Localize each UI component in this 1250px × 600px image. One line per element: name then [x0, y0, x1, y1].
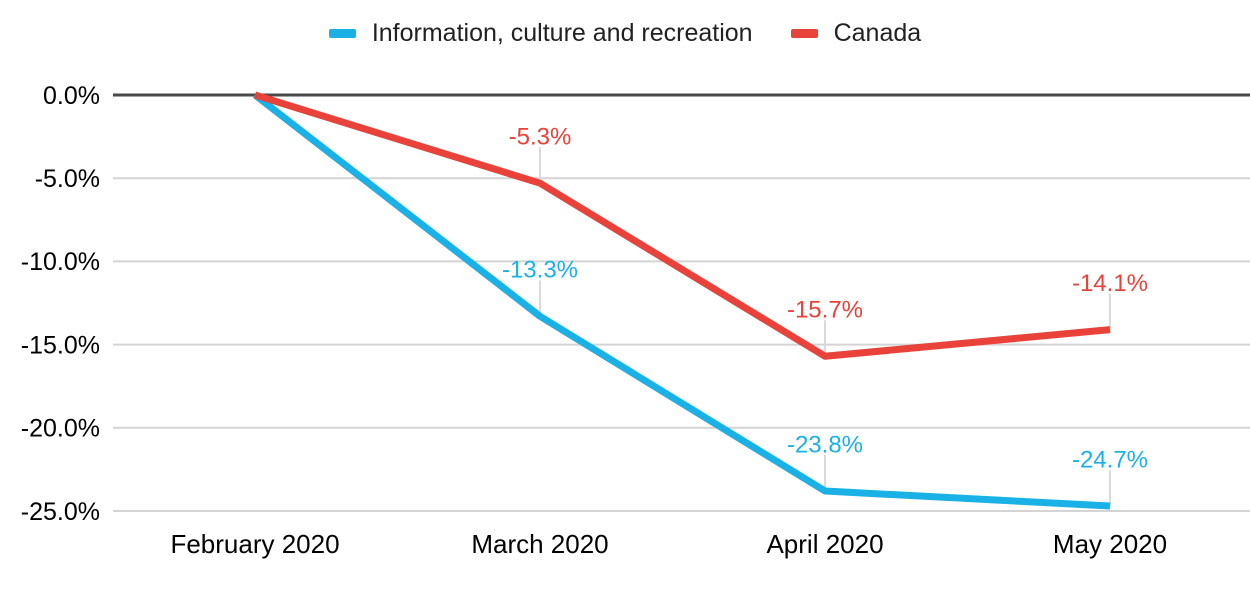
series-line-canada: [253, 91, 1111, 360]
legend-label-canada: Canada: [833, 19, 922, 47]
x-axis-label: February 2020: [170, 529, 339, 559]
y-tick-label: 0.0%: [43, 82, 100, 110]
y-tick-label: -5.0%: [35, 165, 100, 193]
chart-legend: Information, culture and recreation Cana…: [0, 16, 1250, 50]
y-tick-label: -15.0%: [21, 331, 100, 359]
data-point-label: -14.1%: [1072, 270, 1148, 297]
legend-item-canada: Canada: [790, 16, 922, 50]
data-point-label: -23.8%: [787, 431, 863, 458]
data-point-label: -15.7%: [787, 297, 863, 324]
x-axis-label: May 2020: [1053, 529, 1167, 559]
legend-swatch-canada-icon: [790, 28, 818, 38]
legend-item-information-culture-and-recreation: Information, culture and recreation: [328, 16, 753, 50]
data-point-label: -5.3%: [509, 124, 572, 151]
x-axis-label: March 2020: [471, 529, 608, 559]
data-point-label: -13.3%: [502, 257, 578, 284]
series-line-information-culture-and-recreation: [252, 92, 1111, 510]
legend-swatch-information-icon: [328, 28, 356, 38]
x-axis-label: April 2020: [766, 529, 883, 559]
legend-label-information: Information, culture and recreation: [371, 19, 753, 47]
data-point-label: -24.7%: [1072, 446, 1148, 473]
y-tick-label: -25.0%: [21, 498, 100, 526]
y-tick-label: -10.0%: [21, 248, 100, 276]
y-tick-label: -20.0%: [21, 415, 100, 443]
